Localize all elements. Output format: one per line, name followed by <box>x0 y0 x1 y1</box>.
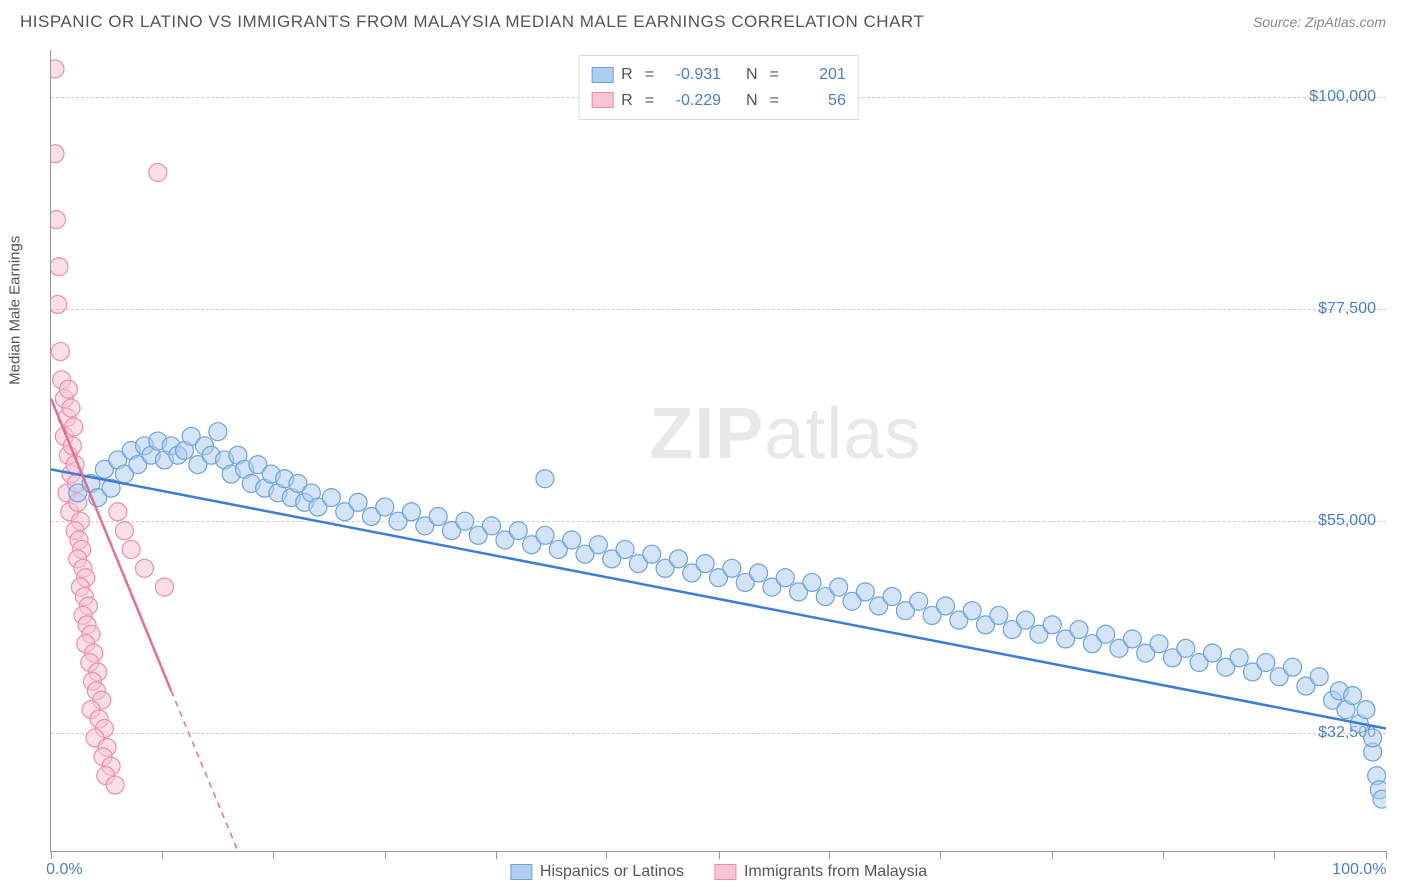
equals-sign: = <box>645 62 654 88</box>
equals-sign: = <box>770 88 779 114</box>
y-axis-label: Median Male Earnings <box>7 236 24 385</box>
r-value-2: -0.229 <box>666 88 721 114</box>
legend-stats-row-2: R = -0.229 N = 56 <box>591 88 846 114</box>
n-label: N <box>746 88 758 114</box>
x-min-label: 0.0% <box>46 861 82 879</box>
scatter-plot-svg <box>51 50 1386 851</box>
chart-container: Median Male Earnings ZIPatlas $32,500$55… <box>50 50 1386 852</box>
legend-swatch-pink <box>714 864 736 880</box>
legend-label-hispanics: Hispanics or Latinos <box>540 863 684 881</box>
equals-sign: = <box>645 88 654 114</box>
r-label: R <box>621 88 633 114</box>
legend-swatch-blue <box>510 864 532 880</box>
x-max-label: 100.0% <box>1332 861 1386 879</box>
legend-stats-box: R = -0.931 N = 201 R = -0.229 N = 56 <box>578 55 859 120</box>
source-attribution: Source: ZipAtlas.com <box>1253 14 1386 30</box>
n-label: N <box>746 62 758 88</box>
legend-stats-row-1: R = -0.931 N = 201 <box>591 62 846 88</box>
n-value-1: 201 <box>791 62 846 88</box>
legend-swatch-pink <box>591 92 613 108</box>
n-value-2: 56 <box>791 88 846 114</box>
legend-label-malaysia: Immigrants from Malaysia <box>744 863 927 881</box>
source-label: Source: <box>1253 14 1301 30</box>
legend-item-malaysia: Immigrants from Malaysia <box>714 863 927 881</box>
legend-bottom: Hispanics or Latinos Immigrants from Mal… <box>510 863 927 881</box>
legend-swatch-blue <box>591 67 613 83</box>
legend-item-hispanics: Hispanics or Latinos <box>510 863 684 881</box>
chart-title: HISPANIC OR LATINO VS IMMIGRANTS FROM MA… <box>20 12 924 32</box>
plot-area: ZIPatlas $32,500$55,000$77,500$100,000 R… <box>50 50 1386 852</box>
r-value-1: -0.931 <box>666 62 721 88</box>
source-name: ZipAtlas.com <box>1305 14 1386 30</box>
r-label: R <box>621 62 633 88</box>
equals-sign: = <box>770 62 779 88</box>
